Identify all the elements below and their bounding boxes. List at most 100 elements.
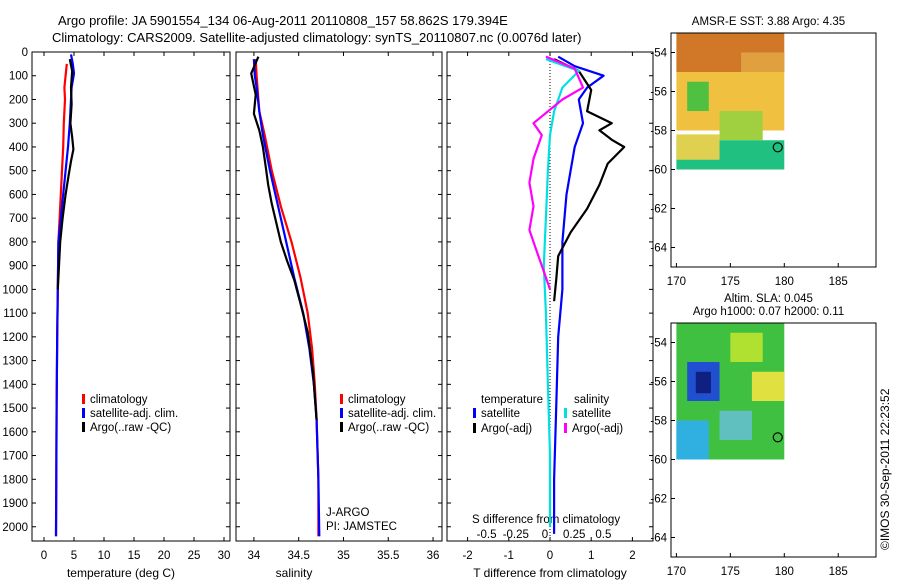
map-frame: [670, 322, 877, 558]
map-y-tick-label: -58: [650, 416, 667, 428]
map-x-tick-label: 185: [829, 276, 848, 288]
depth-tick-label: 2000: [2, 522, 28, 534]
x-tick-label: 0: [547, 550, 553, 562]
depth-tick-label: 200: [9, 94, 28, 106]
x-tick-label: 34: [248, 550, 261, 562]
legend-label: climatology: [348, 394, 406, 406]
map-patch: [695, 371, 711, 394]
map-title: AMSR-E SST: 3.88 Argo: 4.35: [692, 16, 845, 28]
x-tick-label: 25: [188, 550, 201, 562]
x-tick-label: 35.5: [377, 550, 399, 562]
map-patch: [741, 52, 785, 72]
map-x-tick-label: 170: [667, 276, 686, 288]
depth-tick-label: 1200: [2, 332, 28, 344]
secondary-x-tick-label: 0.25: [563, 529, 585, 541]
depth-tick-label: 1000: [2, 284, 28, 296]
sst-map: AMSR-E SST: 3.88 Argo: 4.35 170 175 180 185 -…: [650, 16, 877, 288]
secondary-x-tick-label: 0.5: [595, 529, 611, 541]
x-tick-label: 15: [128, 550, 141, 562]
series-line-3: [528, 55, 585, 290]
series-line-1: [54, 54, 76, 537]
depth-tick-label: 400: [9, 142, 28, 154]
map-y-tick-label: -64: [650, 533, 667, 545]
legend-label: satellite: [481, 408, 520, 420]
map-patch: [676, 134, 720, 160]
depth-tick-label: 500: [9, 166, 28, 178]
map-y-tick-label: -56: [650, 377, 667, 389]
depth-tick-label: 700: [9, 213, 28, 225]
depth-tick-label: 1300: [2, 356, 28, 368]
legend-swatch: [82, 408, 85, 418]
map-x-tick-label: 170: [667, 566, 686, 578]
depth-tick-label: 900: [9, 261, 28, 273]
header-line-2: Climatology: CARS2009. Satellite-adjuste…: [52, 30, 581, 45]
x-tick-label: 20: [158, 550, 171, 562]
map-y-tick-label: -60: [650, 165, 667, 177]
depth-tick-label: 1700: [2, 451, 28, 463]
header-line-1: Argo profile: JA 5901554_134 06-Aug-2011…: [58, 13, 508, 28]
legend-label: satellite-adj. clim.: [348, 408, 436, 420]
map-y-tick-label: -60: [650, 455, 667, 467]
map-patch: [719, 410, 752, 440]
series-line-2: [56, 58, 75, 290]
map-x-tick-label: 180: [775, 276, 794, 288]
plot-frame: [31, 51, 231, 542]
x-tick-label: 1: [588, 550, 594, 562]
argo-location-marker: [772, 432, 783, 443]
legend-swatch: [340, 422, 343, 432]
x-axis-label: T difference from climatology: [473, 566, 627, 580]
depth-tick-label: 300: [9, 118, 28, 130]
map-x-tick-label: 175: [721, 276, 740, 288]
legend-heading: salinity: [574, 394, 609, 406]
secondary-x-tick-label: -0.5: [477, 529, 497, 541]
map-y-tick-label: -58: [650, 126, 667, 138]
salinity-panel: 34 34.5 35 35.5 36 salinity climatology satelli…: [235, 51, 443, 580]
x-tick-label: 5: [71, 550, 77, 562]
map-y-tick-label: -56: [650, 87, 667, 99]
secondary-x-tick-label: -0.25: [503, 529, 529, 541]
x-tick-label: 0: [41, 550, 47, 562]
map-y-tick-label: -54: [650, 48, 667, 60]
map-title: Altim. SLA: 0.045: [724, 293, 813, 305]
map-x-tick-label: 185: [829, 566, 848, 578]
depth-tick-label: 800: [9, 237, 28, 249]
map-y-tick-label: -62: [650, 494, 667, 506]
map-patch: [719, 111, 763, 141]
depth-tick-label: 1100: [3, 308, 28, 320]
depth-tick-label: 1600: [2, 427, 28, 439]
depth-tick-label: 1500: [2, 403, 28, 415]
legend-label: Argo(-adj): [481, 423, 532, 435]
legend-label: Argo(..raw -QC): [90, 422, 171, 434]
legend-label: Argo(-adj): [572, 423, 623, 435]
secondary-x-axis-label: S difference from climatology: [472, 514, 620, 526]
temperature-panel: 0100200300400500600700800900100011001200…: [2, 47, 231, 580]
x-tick-label: 2: [629, 550, 635, 562]
x-axis-label: salinity: [276, 566, 313, 580]
legend-swatch: [473, 408, 476, 418]
legend-swatch: [473, 423, 476, 433]
series-line-2: [542, 58, 580, 527]
map-patch: [687, 81, 709, 111]
legend-heading: temperature: [481, 394, 543, 406]
x-tick-label: -1: [504, 550, 514, 562]
argo-location-marker: [772, 142, 783, 153]
x-tick-label: -2: [462, 550, 472, 562]
map-y-tick-label: -64: [650, 243, 667, 255]
legend-swatch: [564, 408, 567, 418]
depth-tick-label: 1900: [2, 498, 28, 510]
depth-tick-label: 1400: [2, 379, 28, 391]
x-tick-label: 30: [218, 550, 231, 562]
secondary-x-tick-label: 0: [542, 529, 548, 541]
map-x-tick-label: 175: [721, 566, 740, 578]
plot-frame: [235, 51, 443, 542]
depth-tick-label: 1800: [2, 474, 28, 486]
depth-tick-label: 100: [9, 71, 28, 83]
footer-stamp: ©IMOS 30-Sep-2011 22:23:52: [878, 388, 892, 550]
legend-swatch: [82, 422, 85, 432]
legend-swatch: [564, 423, 567, 433]
legend-label: climatology: [90, 394, 148, 406]
annotation: PI: JAMSTEC: [326, 521, 397, 533]
map-patch: [730, 332, 763, 362]
legend-label: Argo(..raw -QC): [348, 422, 429, 434]
